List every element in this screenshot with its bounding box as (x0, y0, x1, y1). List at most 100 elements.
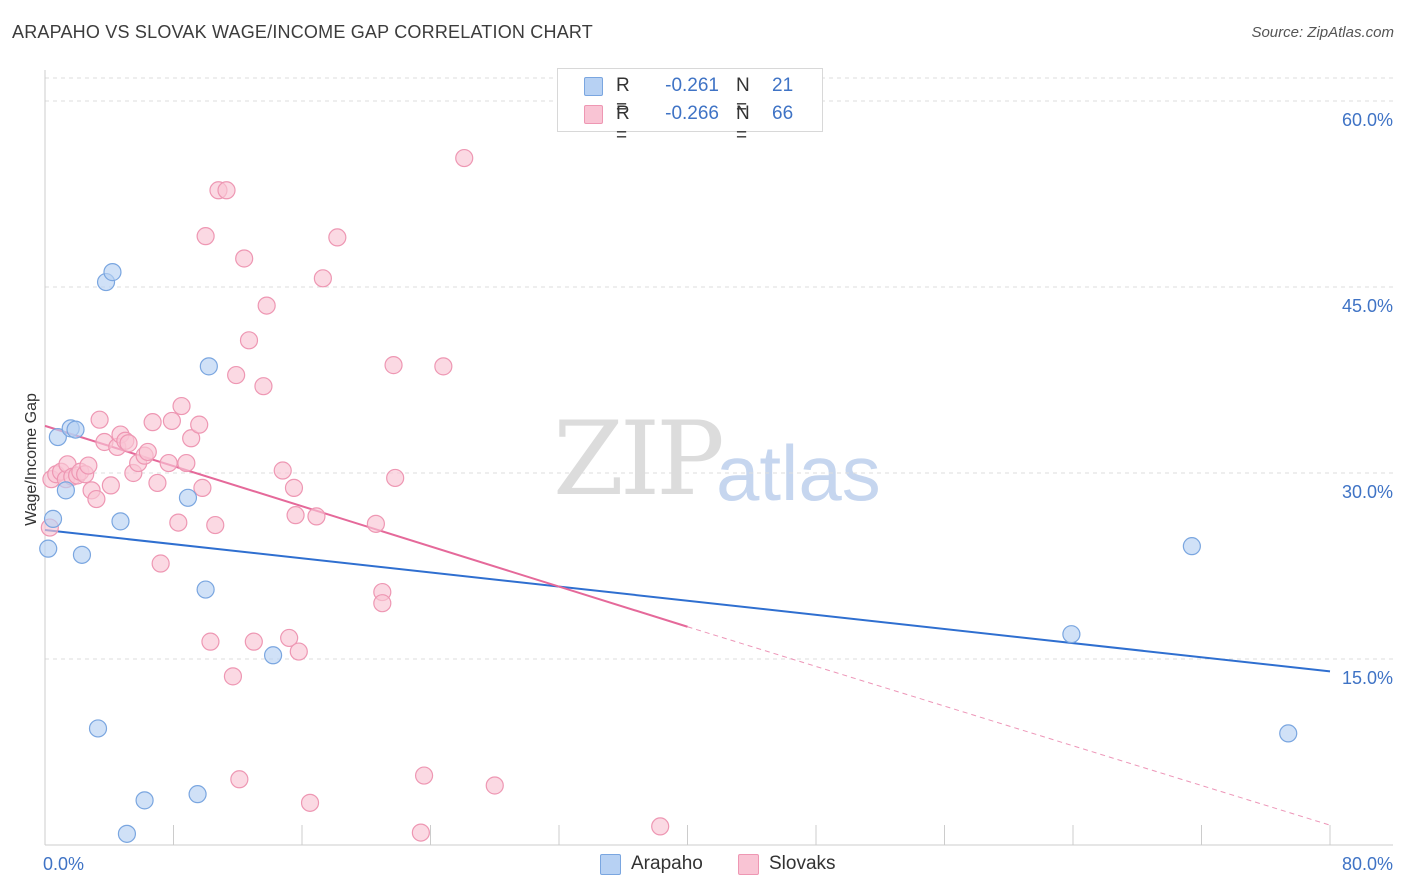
slovaks-point (206, 515, 225, 535)
stats-legend: R = -0.261 N = 21 R = -0.266 N = 66 (557, 68, 823, 146)
slovaks-point (386, 468, 405, 488)
arapaho-point (43, 509, 63, 528)
slovaks-point (455, 148, 474, 168)
y-tick-label: 15.0% (1342, 668, 1393, 688)
y-tick-label: 60.0% (1342, 110, 1393, 130)
slovaks-point (257, 296, 276, 315)
slovaks-point (162, 411, 181, 431)
slovaks-point (223, 667, 243, 686)
x-tick-label-max: 80.0% (1342, 854, 1393, 874)
slovaks-point (280, 628, 299, 648)
watermark-zip: ZIP (553, 400, 725, 519)
arapaho-legend-label: Arapaho (631, 853, 703, 874)
slovaks-legend-label: Slovaks (769, 853, 836, 874)
y-tick-label: 45.0% (1342, 296, 1393, 316)
chart-title: ARAPAHO VS SLOVAK WAGE/INCOME GAP CORREL… (12, 22, 593, 42)
arapaho-point (196, 580, 215, 599)
arapaho-point (117, 824, 137, 843)
slovaks-point (273, 461, 292, 480)
arapaho-legend-swatch (600, 854, 621, 875)
slovaks-trend-extension (687, 626, 1331, 826)
slovaks-point (384, 356, 403, 375)
slovaks-point (328, 228, 347, 247)
slovaks-point (159, 453, 178, 473)
slovaks-point (284, 478, 304, 497)
slovaks-point (485, 776, 504, 795)
trend-lines (44, 424, 1331, 826)
r-label: R = (616, 103, 630, 146)
slovaks-point (101, 476, 120, 495)
arapaho-point (199, 357, 218, 376)
slovaks-point (196, 227, 215, 246)
arapaho-point (66, 420, 85, 439)
slovaks-point (434, 357, 453, 376)
y-axis-label: Wage/Income Gap (23, 393, 40, 526)
arapaho-trend-line (44, 529, 1331, 673)
slovaks-point (286, 506, 305, 525)
slovaks-point (169, 513, 188, 532)
slovaks-point (172, 396, 191, 416)
arapaho-point (48, 427, 67, 447)
slovaks-point (373, 594, 392, 613)
slovaks-point (151, 554, 170, 573)
arapaho-point (135, 791, 154, 810)
n-label: N = (736, 75, 750, 118)
slovaks-point (87, 489, 106, 509)
slovaks-point (138, 442, 157, 462)
arapaho-swatch (584, 77, 603, 96)
n-label: N = (736, 103, 750, 146)
slovaks-legend-swatch (738, 854, 759, 875)
slovaks-point (307, 507, 326, 526)
slovaks-point (217, 181, 236, 200)
arapaho-point (111, 512, 130, 531)
r-value: -0.266 (665, 103, 719, 124)
gridlines (45, 77, 1393, 660)
r-label: R = (616, 75, 630, 118)
arapaho-point (1279, 724, 1298, 743)
slovaks-point (244, 632, 263, 651)
arapaho-point (188, 785, 207, 804)
slovaks-point (235, 249, 254, 268)
arapaho-point (1062, 625, 1081, 644)
slovaks-swatch (584, 105, 603, 124)
slovaks-point (414, 766, 434, 785)
data-points (39, 148, 1298, 843)
slovaks-point (239, 331, 259, 350)
y-tick-label: 30.0% (1342, 482, 1393, 502)
arapaho-point (1182, 537, 1201, 556)
source-label: Source: ZipAtlas.com (1251, 24, 1394, 41)
slovaks-point (148, 473, 167, 493)
arapaho-point (72, 545, 92, 564)
slovaks-point (190, 415, 209, 434)
arapaho-point (88, 719, 108, 738)
slovaks-point (177, 453, 196, 473)
n-value: 66 (772, 103, 794, 124)
slovaks-point (143, 413, 162, 432)
arapaho-point (263, 646, 283, 665)
slovaks-point (193, 478, 212, 497)
slovaks-point (300, 793, 320, 812)
n-value: 21 (772, 75, 794, 96)
r-value: -0.261 (665, 75, 719, 96)
slovaks-point (651, 817, 670, 836)
slovaks-point (411, 823, 430, 842)
slovaks-point (79, 456, 98, 475)
slovaks-point (201, 632, 220, 651)
arapaho-point (178, 488, 198, 507)
slovaks-point (119, 434, 138, 453)
slovaks-point (182, 429, 201, 448)
slovaks-point (366, 514, 385, 533)
tick-labels: 15.0% 30.0% 45.0% 60.0% 0.0% 80.0% Wage/Income… (23, 110, 1393, 874)
x-tick-label-min: 0.0% (43, 854, 84, 874)
slovaks-point (227, 365, 246, 385)
slovaks-point (90, 410, 109, 429)
axes (44, 70, 1393, 846)
arapaho-point (39, 539, 58, 558)
arapaho-point (103, 263, 122, 282)
slovaks-point (254, 377, 273, 396)
slovaks-point (230, 770, 249, 789)
slovaks-point (313, 269, 332, 288)
arapaho-point (56, 481, 75, 500)
slovaks-point (289, 642, 308, 661)
